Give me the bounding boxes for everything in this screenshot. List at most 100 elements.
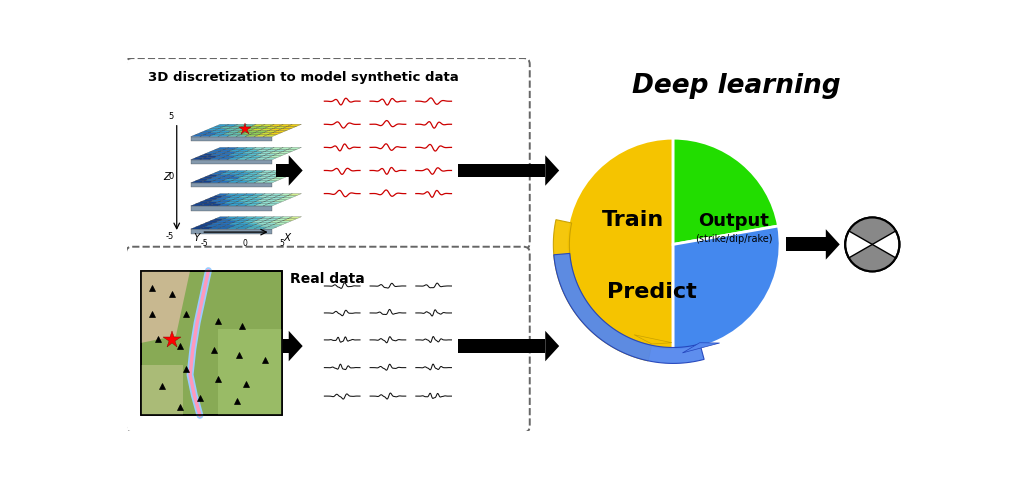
Polygon shape: [210, 126, 224, 128]
Polygon shape: [264, 177, 278, 179]
Polygon shape: [232, 202, 245, 204]
Polygon shape: [209, 204, 223, 206]
Polygon shape: [223, 197, 237, 200]
Polygon shape: [260, 151, 274, 153]
Polygon shape: [214, 175, 228, 177]
Polygon shape: [260, 197, 274, 200]
Polygon shape: [268, 225, 282, 227]
Polygon shape: [206, 151, 219, 153]
Polygon shape: [240, 156, 255, 158]
Polygon shape: [245, 153, 260, 156]
Polygon shape: [554, 254, 704, 363]
Polygon shape: [232, 133, 245, 135]
Polygon shape: [786, 238, 825, 251]
Polygon shape: [254, 158, 268, 160]
Polygon shape: [232, 225, 245, 227]
Polygon shape: [201, 223, 214, 225]
Bar: [141, 365, 183, 415]
Polygon shape: [261, 170, 275, 173]
Polygon shape: [214, 179, 227, 181]
Polygon shape: [233, 217, 247, 219]
Polygon shape: [268, 156, 282, 158]
Polygon shape: [233, 170, 247, 173]
Polygon shape: [191, 183, 272, 187]
Polygon shape: [289, 331, 302, 361]
Bar: [141, 271, 282, 415]
Polygon shape: [227, 158, 240, 160]
Polygon shape: [200, 204, 214, 206]
Polygon shape: [223, 133, 236, 135]
Polygon shape: [196, 133, 210, 135]
Polygon shape: [249, 133, 264, 135]
Polygon shape: [214, 133, 227, 135]
Polygon shape: [205, 202, 219, 204]
Polygon shape: [228, 150, 242, 151]
Polygon shape: [219, 153, 232, 156]
Polygon shape: [245, 200, 260, 202]
Polygon shape: [214, 197, 228, 200]
Polygon shape: [242, 194, 257, 196]
Polygon shape: [223, 156, 236, 158]
Polygon shape: [265, 150, 279, 151]
Polygon shape: [232, 151, 246, 153]
Polygon shape: [218, 135, 232, 136]
Polygon shape: [254, 135, 268, 136]
Polygon shape: [223, 179, 236, 181]
Polygon shape: [279, 217, 292, 219]
Polygon shape: [265, 219, 279, 221]
Polygon shape: [283, 173, 297, 175]
Polygon shape: [215, 217, 229, 219]
Polygon shape: [215, 194, 229, 196]
Polygon shape: [227, 135, 240, 136]
Polygon shape: [546, 331, 559, 361]
Polygon shape: [214, 225, 227, 227]
Polygon shape: [200, 181, 214, 183]
Polygon shape: [210, 219, 224, 221]
Polygon shape: [228, 173, 242, 175]
Polygon shape: [227, 200, 241, 202]
Polygon shape: [201, 131, 214, 133]
Polygon shape: [273, 177, 287, 179]
Polygon shape: [227, 177, 241, 179]
Polygon shape: [209, 158, 223, 160]
Polygon shape: [242, 148, 257, 150]
Polygon shape: [255, 177, 269, 179]
Polygon shape: [240, 202, 255, 204]
Text: Y: Y: [194, 233, 200, 243]
Polygon shape: [236, 177, 250, 179]
Text: 0: 0: [168, 172, 173, 181]
Polygon shape: [218, 158, 232, 160]
Polygon shape: [546, 155, 559, 186]
Polygon shape: [210, 196, 224, 197]
Polygon shape: [219, 219, 233, 221]
Polygon shape: [242, 124, 257, 126]
Polygon shape: [270, 148, 284, 150]
Polygon shape: [237, 219, 251, 221]
Polygon shape: [263, 135, 277, 136]
Polygon shape: [249, 156, 264, 158]
Wedge shape: [849, 217, 895, 244]
Polygon shape: [219, 223, 232, 225]
Polygon shape: [223, 202, 236, 204]
Polygon shape: [268, 202, 282, 204]
Polygon shape: [219, 200, 232, 202]
Polygon shape: [263, 204, 277, 206]
Polygon shape: [246, 219, 261, 221]
Polygon shape: [219, 131, 232, 133]
Polygon shape: [210, 223, 223, 225]
Polygon shape: [457, 339, 546, 353]
Polygon shape: [251, 217, 266, 219]
Polygon shape: [228, 219, 242, 221]
Polygon shape: [265, 126, 279, 128]
Polygon shape: [278, 151, 292, 153]
Polygon shape: [288, 194, 301, 196]
Bar: [141, 271, 282, 415]
Polygon shape: [209, 181, 223, 183]
Polygon shape: [269, 175, 283, 177]
Polygon shape: [191, 181, 205, 183]
Polygon shape: [288, 124, 301, 126]
Bar: [218, 329, 282, 415]
Polygon shape: [274, 173, 288, 175]
Polygon shape: [219, 173, 233, 175]
Polygon shape: [255, 223, 269, 225]
